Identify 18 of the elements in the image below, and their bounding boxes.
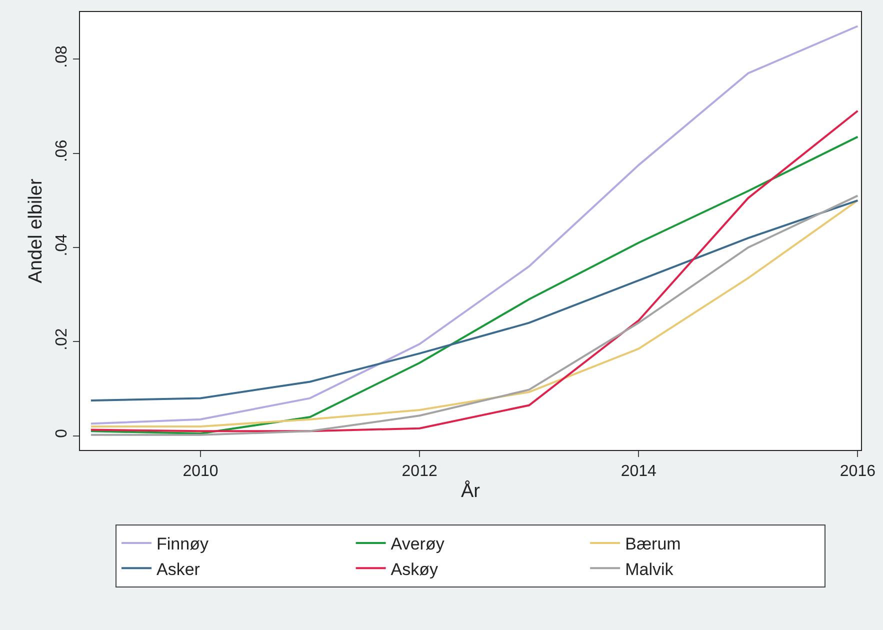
legend-label: Askøy (390, 560, 439, 579)
legend-label: Malvik (625, 560, 674, 579)
line-series (90, 25, 859, 425)
x-tick-label: 2014 (620, 463, 657, 480)
x-axis-title: År (461, 480, 481, 502)
x-tick-label: 2016 (840, 463, 876, 480)
legend-label: Finnøy (156, 534, 209, 554)
y-axis-title: Andel elbiler (25, 178, 46, 284)
y-tick-label: .08 (54, 45, 71, 68)
x-tick-label: 2012 (402, 463, 438, 480)
y-tick-label: 0 (54, 428, 71, 438)
legend-label: Averøy (390, 534, 445, 554)
y-tick-label: .04 (54, 234, 71, 256)
legend-label: Asker (156, 560, 200, 579)
y-tick-label: .06 (54, 140, 71, 162)
legend-label: Bærum (625, 534, 681, 554)
x-tick-label: 2010 (182, 463, 218, 480)
y-tick-label: .02 (54, 328, 71, 350)
